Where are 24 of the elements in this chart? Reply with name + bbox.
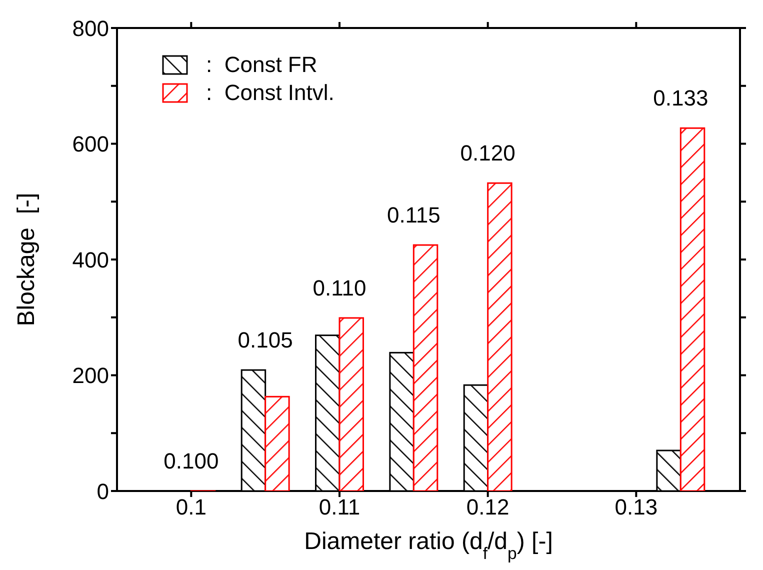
x-tick-label: 0.12 (466, 494, 510, 520)
y-tick-label: 400 (72, 247, 109, 272)
y-tick-label: 800 (72, 16, 109, 41)
legend-label: : Const Intvl. (206, 79, 334, 107)
y-tick-label: 200 (72, 363, 109, 388)
bar (487, 182, 512, 491)
y-tick-label: 600 (72, 132, 109, 157)
annotation: 0.110 (312, 275, 366, 300)
y-axis-title: Blockage [-] (12, 192, 40, 326)
x-axis-title: Diameter ratio (d$_{f}$/d$_{p}$) [-] (304, 528, 553, 562)
legend-label: : Const FR (206, 51, 318, 79)
annotation: 0.120 (460, 140, 516, 166)
x-tick-label: 0.13 (614, 494, 658, 520)
annotation: 0.133 (653, 86, 708, 111)
bar (412, 244, 438, 491)
bar (338, 317, 364, 491)
annotation: 0.105 (238, 328, 293, 353)
bar (264, 396, 290, 491)
x-tick-label: 0.11 (318, 494, 360, 520)
annotation: 0.115 (386, 202, 440, 228)
annotation: 0.100 (164, 448, 219, 474)
y-tick-label: 0 (96, 478, 109, 504)
bar (680, 127, 706, 491)
x-tick-label: 0.1 (176, 494, 206, 520)
